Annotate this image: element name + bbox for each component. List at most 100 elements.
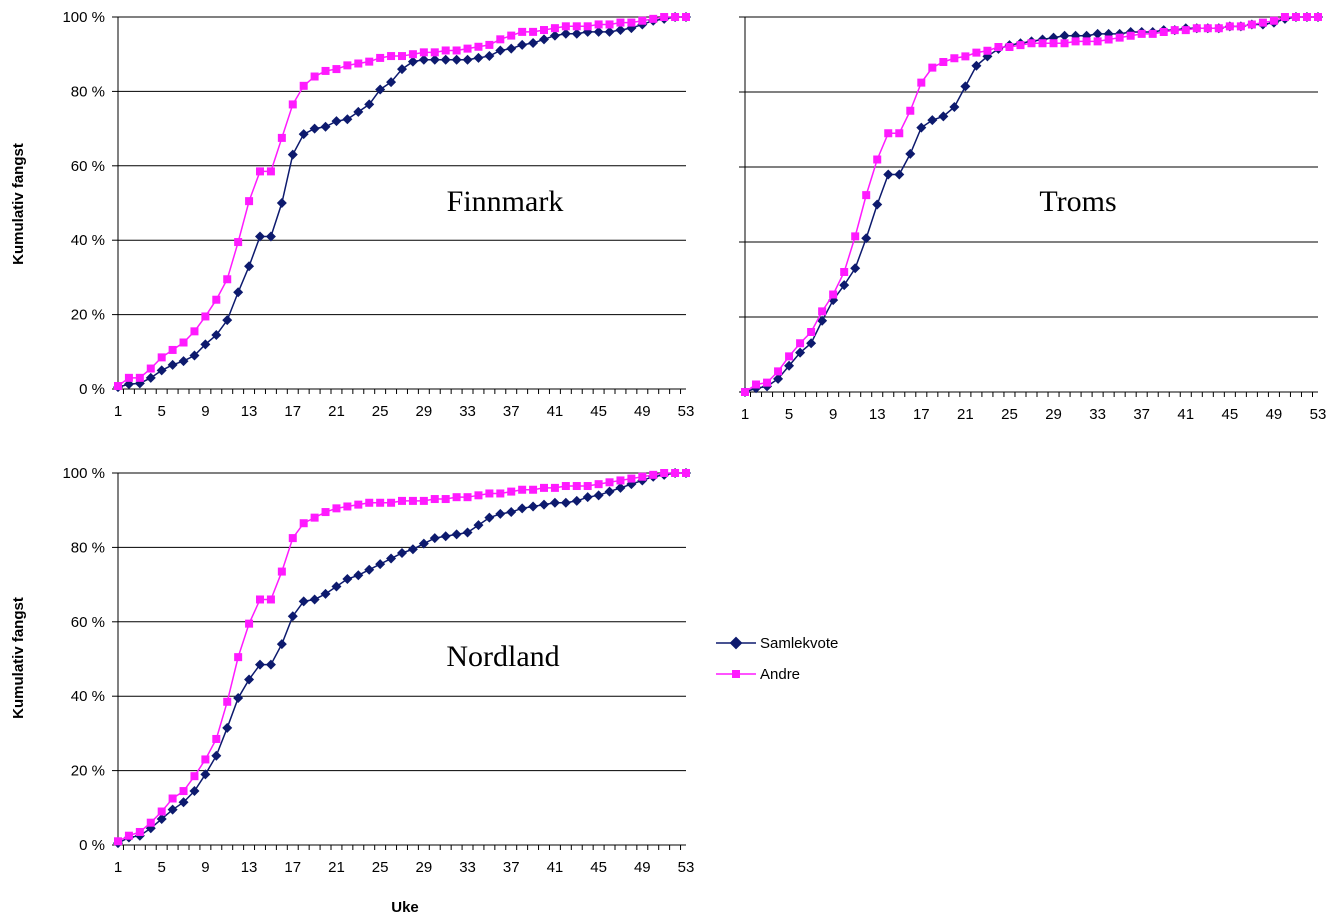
point-samlekvote-finnmark — [495, 45, 506, 56]
point-andre-nordland — [201, 755, 210, 764]
point-andre-finnmark — [321, 66, 330, 75]
point-samlekvote-finnmark — [560, 28, 571, 39]
point-andre-nordland — [212, 734, 221, 743]
y-tick-label-finnmark: 80 % — [71, 83, 105, 100]
point-samlekvote-nordland — [331, 581, 342, 592]
point-andre-finnmark — [441, 46, 450, 55]
plot-area-nordland: 0 % 20 % 40 % 60 % 80 % 100 % 1 5 9 13 17 21 25 29 33 3… — [62, 465, 694, 876]
point-andre-troms — [1082, 37, 1091, 46]
point-samlekvote-troms — [872, 199, 883, 210]
point-samlekvote-troms — [861, 233, 872, 244]
point-andre-nordland — [234, 653, 243, 662]
point-samlekvote-finnmark — [145, 372, 156, 383]
y-tick-label-finnmark: 40 % — [71, 232, 105, 249]
legend-label-samlekvote: Samlekvote — [760, 635, 838, 652]
point-andre-troms — [1236, 22, 1245, 31]
point-andre-nordland — [256, 595, 264, 604]
x-tick-label-troms: 1 — [741, 406, 749, 423]
point-samlekvote-nordland — [440, 531, 451, 542]
region-label-troms: Troms — [1039, 185, 1116, 218]
point-andre-nordland — [682, 469, 690, 477]
point-andre-finnmark — [583, 22, 592, 31]
point-samlekvote-troms — [949, 102, 960, 112]
point-andre-troms — [994, 43, 1003, 51]
plot-area-troms: 1 5 9 13 17 21 25 29 33 37 41 45 49 53 — [739, 12, 1326, 423]
x-tick-label-finnmark: 49 — [634, 403, 651, 420]
point-andre-nordland — [474, 491, 483, 500]
point-andre-finnmark — [529, 27, 538, 36]
region-label-nordland: Nordland — [446, 640, 559, 673]
chart-troms: 1 5 9 13 17 21 25 29 33 37 41 45 49 53 Troms — [739, 12, 1326, 423]
point-samlekvote-finnmark — [320, 121, 331, 132]
point-andre-nordland — [299, 519, 308, 528]
x-tick-label-troms: 13 — [869, 406, 886, 423]
point-samlekvote-finnmark — [451, 54, 462, 65]
point-andre-troms — [1203, 24, 1212, 33]
point-andre-finnmark — [299, 81, 308, 90]
point-andre-finnmark — [190, 327, 199, 336]
point-andre-finnmark — [507, 31, 516, 40]
point-andre-nordland — [408, 496, 417, 505]
point-andre-finnmark — [146, 364, 155, 373]
x-tick-label-nordland: 53 — [678, 859, 695, 876]
point-andre-nordland — [376, 498, 385, 507]
x-tick-label-nordland: 1 — [114, 859, 122, 876]
point-andre-troms — [763, 378, 772, 387]
point-andre-troms — [1115, 33, 1124, 42]
point-samlekvote-nordland — [222, 722, 233, 733]
x-axis-title: Uke — [391, 899, 419, 916]
point-andre-nordland — [190, 772, 199, 781]
x-tick-label-finnmark: 21 — [328, 403, 345, 420]
point-samlekvote-nordland — [320, 588, 331, 599]
series-line-andre-troms — [744, 16, 1318, 393]
point-samlekvote-finnmark — [342, 114, 353, 125]
point-samlekvote-nordland — [407, 544, 418, 555]
point-samlekvote-nordland — [265, 659, 276, 670]
point-samlekvote-nordland — [528, 501, 539, 512]
point-andre-troms — [1060, 39, 1069, 48]
y-tick-label-nordland: 0 % — [79, 837, 105, 854]
point-samlekvote-nordland — [375, 559, 386, 570]
point-samlekvote-nordland — [276, 639, 287, 650]
point-andre-finnmark — [135, 373, 144, 382]
x-tick-label-troms: 25 — [1001, 406, 1018, 423]
point-andre-troms — [1302, 13, 1311, 21]
y-axis-title-finnmark: Kumulativ fangst — [10, 143, 27, 265]
point-samlekvote-finnmark — [571, 28, 582, 39]
point-samlekvote-finnmark — [331, 116, 342, 127]
point-andre-finnmark — [124, 373, 133, 382]
series-line-andre-nordland — [117, 472, 686, 842]
x-tick-label-troms: 45 — [1222, 406, 1239, 423]
x-tick-label-finnmark: 17 — [284, 403, 301, 420]
x-tick-label-nordland: 41 — [547, 859, 564, 876]
point-andre-nordland — [583, 482, 592, 491]
x-tick-label-nordland: 45 — [590, 859, 607, 876]
point-samlekvote-finnmark — [200, 339, 211, 350]
point-andre-troms — [1269, 16, 1278, 25]
y-tick-label-finnmark: 60 % — [71, 158, 105, 175]
x-tick-label-nordland: 9 — [201, 859, 209, 876]
x-tick-label-finnmark: 9 — [201, 403, 209, 420]
point-samlekvote-nordland — [462, 527, 473, 538]
point-samlekvote-nordland — [418, 538, 429, 549]
point-samlekvote-finnmark — [549, 30, 560, 41]
point-andre-nordland — [572, 482, 581, 491]
point-andre-troms — [1005, 43, 1014, 51]
point-andre-nordland — [223, 697, 232, 706]
point-andre-finnmark — [245, 197, 254, 206]
y-tick-label-nordland: 40 % — [71, 688, 105, 705]
x-tick-label-finnmark: 41 — [547, 403, 564, 420]
point-andre-finnmark — [682, 13, 690, 21]
point-samlekvote-nordland — [549, 497, 560, 508]
point-samlekvote-finnmark — [156, 365, 167, 376]
chart-finnmark: Kumulativ fangst 0 % 20 % 40 % 60 % 80 % 100 … — [10, 9, 694, 420]
point-samlekvote-nordland — [386, 553, 397, 564]
point-samlekvote-finnmark — [287, 149, 298, 160]
y-tick-label-finnmark: 0 % — [79, 381, 105, 398]
x-tick-label-nordland: 17 — [284, 859, 301, 876]
point-andre-nordland — [649, 470, 658, 479]
plot-area-finnmark: 0 % 20 % 40 % 60 % 80 % 100 % 1 5 9 13 17 21 25 29 33 3… — [62, 9, 694, 420]
point-samlekvote-finnmark — [255, 231, 265, 242]
x-tick-label-troms: 37 — [1133, 406, 1150, 423]
